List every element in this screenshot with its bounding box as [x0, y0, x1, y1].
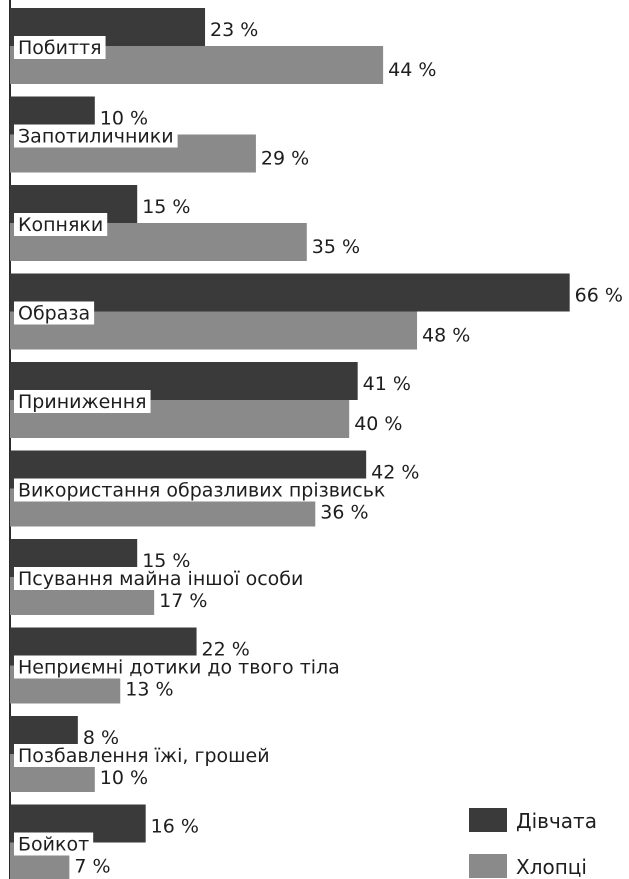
- category-label-4: Приниження: [18, 391, 147, 413]
- category-label-9: Бойкот: [18, 834, 89, 856]
- category-label-2: Копняки: [18, 214, 103, 236]
- value-label-boys-4: 40 %: [354, 413, 402, 435]
- value-label-girls-7: 22 %: [202, 639, 250, 661]
- category-label-bg-8: [14, 744, 274, 767]
- value-label-girls-6: 15 %: [142, 550, 190, 572]
- value-label-boys-2: 35 %: [312, 236, 360, 258]
- value-label-girls-1: 10 %: [100, 108, 148, 130]
- category-label-7: Неприємні дотики до твого тіла: [18, 657, 340, 679]
- legend-swatch-girls: [469, 808, 507, 832]
- category-label-0: Побиття: [18, 37, 102, 59]
- category-label-bg-5: [14, 478, 390, 502]
- category-label-5: Використання образливих прізвиськ: [18, 480, 385, 502]
- value-label-girls-5: 42 %: [371, 462, 419, 484]
- legend-swatch-boys: [469, 854, 507, 878]
- category-label-bg-9: [14, 832, 94, 856]
- category-label-bg-7: [14, 655, 344, 679]
- category-label-3: Образа: [18, 303, 90, 325]
- value-label-boys-1: 29 %: [261, 148, 309, 170]
- category-label-1: Запотиличники: [18, 126, 174, 148]
- value-label-girls-3: 66 %: [575, 285, 623, 307]
- value-label-boys-7: 13 %: [125, 679, 173, 701]
- legend: Дівчата Хлопці: [469, 808, 597, 879]
- category-label-bg-4: [14, 390, 151, 413]
- value-label-boys-3: 48 %: [422, 325, 470, 347]
- category-label-8: Позбавлення їжі, грошей: [18, 745, 270, 767]
- value-label-girls-0: 23 %: [210, 19, 258, 41]
- value-label-boys-6: 17 %: [159, 590, 207, 612]
- bar-girls-3: [10, 273, 570, 312]
- category-label-bg-3: [14, 301, 95, 325]
- value-label-girls-4: 41 %: [363, 373, 411, 395]
- legend-label-boys: Хлопці: [516, 855, 587, 879]
- category-label-bg-2: [14, 213, 108, 236]
- value-label-boys-8: 10 %: [100, 767, 148, 789]
- labels-layer: 23 % 44 % Побиття 10 % 29 % Запотиличники 15 %…: [14, 19, 623, 878]
- value-label-girls-8: 8 %: [83, 727, 119, 749]
- value-label-boys-5: 36 %: [320, 502, 368, 524]
- category-label-6: Псування майна іншої особи: [18, 568, 303, 590]
- legend-label-girls: Дівчата: [516, 809, 597, 833]
- value-label-boys-9: 7 %: [74, 856, 110, 878]
- category-label-bg-1: [14, 124, 178, 148]
- value-label-girls-9: 16 %: [151, 816, 199, 838]
- value-label-girls-2: 15 %: [142, 196, 190, 218]
- category-label-bg-0: [14, 36, 106, 59]
- value-label-boys-0: 44 %: [388, 59, 436, 81]
- category-label-bg-6: [14, 567, 308, 590]
